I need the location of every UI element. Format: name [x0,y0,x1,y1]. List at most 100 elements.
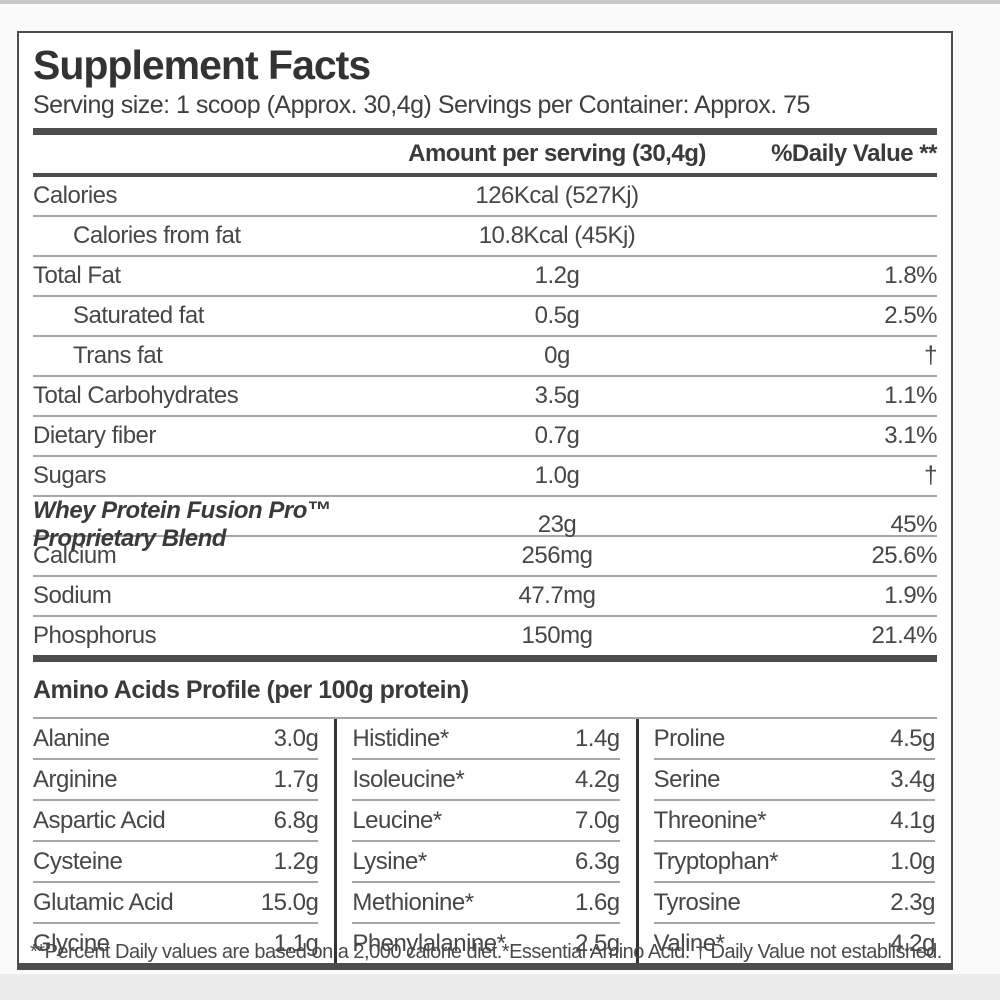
amino-row: Lysine* 6.3g [352,842,620,883]
nutrient-daily-value: 1.8% [884,262,937,289]
amino-column: Alanine 3.0g Arginine 1.7g Aspartic Acid 6.8g… [33,719,334,963]
amino-column: Histidine* 1.4g Isoleucine* 4.2g Leucine* 7.0… [334,719,635,963]
nutrient-amount: 126Kcal (527Kj) [475,182,639,209]
footnote-text: **Percent Daily values are based on a 2,… [30,941,942,963]
amino-profile-heading: Amino Acids Profile (per 100g protein) [33,676,469,704]
amino-name: Glutamic Acid [33,888,174,916]
amino-value: 1.0g [890,847,935,875]
nutrient-amount: 47.7mg [518,582,596,609]
amino-value: 1.7g [273,765,319,793]
amino-value: 2.3g [890,888,935,916]
nutrient-amount: 1.0g [534,462,580,489]
amino-row: Methionine* 1.6g [352,883,620,924]
amino-row: Phenylalanine* 2.5g [352,924,620,963]
amino-value: 6.3g [574,847,620,875]
nutrient-name: Total Fat [33,262,121,289]
amino-value: 6.8g [273,806,319,834]
nutrient-daily-value: † [924,462,937,489]
amino-row: Glutamic Acid 15.0g [33,883,319,924]
nutrient-name: Calcium [33,542,117,569]
nutrient-name: Sodium [33,582,112,609]
section-divider-bar [33,655,937,662]
nutrient-row: Saturated fat 0.5g 2.5% [33,297,938,337]
serving-size-line: Serving size: 1 scoop (Approx. 30,4g) Se… [33,91,810,119]
top-divider-line [0,0,1000,4]
nutrient-name: Calories [33,182,118,209]
amino-name: Tyrosine [653,888,741,916]
amino-name: Leucine* [352,806,442,834]
amino-name: Lysine* [352,847,427,875]
amount-column-header: Amount per serving (30,4g) [408,140,706,167]
nutrient-row: Calcium 256mg 25.6% [33,537,938,577]
nutrient-amount: 0g [544,342,570,369]
amino-row: Cysteine 1.2g [33,842,319,883]
nutrient-daily-value: 45% [890,511,937,538]
nutrient-daily-value: 25.6% [871,542,937,569]
nutrient-row: Sodium 47.7mg 1.9% [33,577,938,617]
nutrient-row: Total Carbohydrates 3.5g 1.1% [33,377,938,417]
nutrient-daily-value: 1.1% [884,382,937,409]
amino-column: Proline 4.5g Serine 3.4g Threonine* 4.1g Trypt… [635,719,937,963]
nutrient-daily-value: † [924,342,937,369]
table-header-row: Amount per serving (30,4g) %Daily Value … [33,135,938,177]
amino-value: 4.2g [890,929,935,957]
nutrient-name: Sugars [33,462,107,489]
amino-value: 4.5g [890,724,935,752]
nutrient-daily-value: 2.5% [884,302,937,329]
nutrient-name: Trans fat [73,342,163,369]
amino-value: 1.4g [574,724,620,752]
amino-name: Serine [653,765,721,793]
supplement-facts-label: Supplement Facts Serving size: 1 scoop (… [17,31,953,970]
bottom-background-strip [0,974,1000,1000]
nutrient-amount: 1.2g [534,262,580,289]
nutrient-name: Dietary fiber [33,422,156,449]
amino-value: 2.5g [574,929,620,957]
amino-name: Methionine* [352,888,474,916]
amino-row: Threonine* 4.1g [653,801,935,842]
label-title: Supplement Facts [33,42,371,88]
amino-row: Proline 4.5g [653,719,935,760]
nutrient-row: Whey Protein Fusion Pro™ Proprietary Ble… [33,497,938,552]
nutrient-amount: 0.5g [534,302,580,329]
amino-value: 4.1g [890,806,935,834]
nutrient-name: Whey Protein Fusion Pro™ Proprietary Ble… [33,497,331,552]
amino-value: 7.0g [574,806,620,834]
amino-value: 4.2g [574,765,620,793]
nutrient-daily-value: 1.9% [884,582,937,609]
amino-row: Aspartic Acid 6.8g [33,801,319,842]
nutrient-name: Saturated fat [73,302,204,329]
amino-row: Tyrosine 2.3g [653,883,935,924]
nutrient-row: Phosphorus 150mg 21.4% [33,617,938,655]
amino-value: 1.2g [273,847,319,875]
nutrient-amount: 150mg [521,622,593,649]
amino-row: Valine* 4.2g [653,924,936,963]
amino-value: 1.6g [574,888,620,916]
nutrient-name: Total Carbohydrates [33,382,239,409]
nutrient-daily-value: 21.4% [871,622,937,649]
amino-name: Threonine* [653,806,767,834]
amino-name: Histidine* [352,724,449,752]
amino-name: Alanine [33,724,110,752]
amino-row: Leucine* 7.0g [352,801,620,842]
nutrient-amount: 3.5g [534,382,580,409]
nutrient-row: Calories from fat 10.8Kcal (45Kj) [33,217,937,257]
nutrient-daily-value: 3.1% [884,422,937,449]
amino-name: Cysteine [33,847,123,875]
amino-name: Tryptophan* [653,847,779,875]
daily-value-column-header: %Daily Value ** [771,140,937,167]
section-divider-bar [33,128,937,135]
amino-row: Alanine 3.0g [33,719,319,760]
nutrient-amount: 0.7g [534,422,580,449]
amino-row: Isoleucine* 4.2g [352,760,620,801]
amino-value: 3.4g [890,765,935,793]
nutrient-amount: 256mg [521,542,593,569]
nutrient-name: Phosphorus [33,622,157,649]
amino-name: Phenylalanine* [352,929,506,957]
amino-value: 3.0g [273,724,319,752]
amino-row: Arginine 1.7g [33,760,319,801]
amino-name: Aspartic Acid [33,806,166,834]
nutrient-row: Sugars 1.0g † [33,457,938,497]
amino-name: Isoleucine* [352,765,465,793]
amino-name: Valine* [653,929,725,957]
